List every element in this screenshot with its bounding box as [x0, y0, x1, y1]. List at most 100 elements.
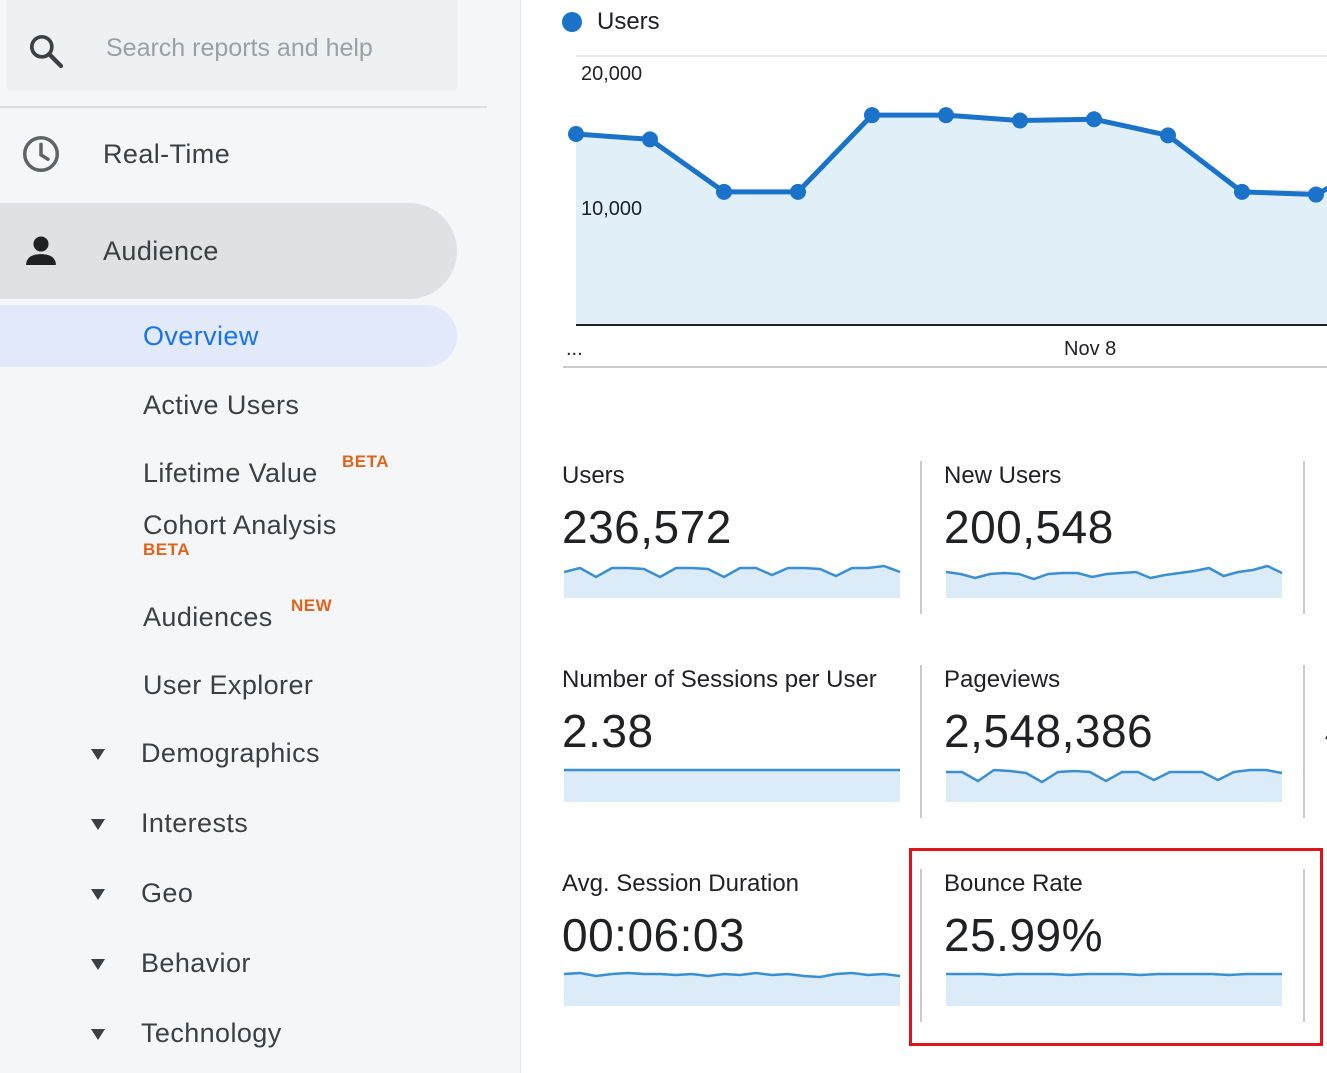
x-tick-label: ... [566, 338, 583, 360]
metric-label: Bounce Rate [944, 870, 1083, 897]
chart-point [1012, 112, 1028, 129]
users-chart: 20,000 10,000 ... Nov 8 [563, 55, 1327, 368]
sparkline-line [946, 564, 1283, 581]
legend-marker [562, 12, 582, 32]
metric-value: 200,548 [944, 501, 1114, 553]
caret-down-icon [91, 889, 105, 900]
sparkline [946, 972, 1282, 1006]
sparkline-area [946, 974, 1282, 1006]
clock-icon [22, 135, 60, 173]
sidebar-item-label: Geo [141, 878, 194, 908]
sparkline [564, 971, 901, 1006]
sparkline-line [946, 768, 1283, 784]
metric-bounce-rate[interactable]: Bounce Rate 25.99% [944, 870, 1289, 1030]
metric-divider [920, 869, 922, 1022]
beta-badge: BETA [342, 452, 390, 471]
sidebar-item-label: User Explorer [143, 670, 314, 700]
sidebar-item-geo[interactable]: Geo [0, 862, 457, 924]
search-icon[interactable] [26, 31, 66, 71]
sidebar-item-cohort-analysis[interactable]: Cohort Analysis BETA [0, 500, 457, 570]
metric-divider [920, 665, 922, 818]
caret-down-icon [91, 749, 105, 760]
sidebar-item-lifetime-value[interactable]: Lifetime Value BETA [0, 442, 457, 504]
sidebar-item-label: Active Users [143, 390, 300, 420]
search-input[interactable] [106, 28, 446, 68]
sidebar-item-label: Lifetime Value [143, 458, 318, 488]
chart-point [1308, 186, 1324, 203]
sidebar-item-label: Audiences [143, 602, 273, 632]
sparkline-line [564, 971, 901, 979]
chart-point [568, 126, 584, 143]
metric-new-users[interactable]: New Users 200,548 [944, 462, 1289, 622]
chart-point [1234, 183, 1250, 200]
sidebar-item-behavior[interactable]: Behavior [0, 932, 457, 994]
metric-value: 2,548,386 [944, 705, 1154, 757]
nav-item-audience[interactable]: Audience [0, 203, 457, 299]
sidebar-item-technology[interactable]: Technology [0, 1002, 457, 1064]
metric-users[interactable]: Users 236,572 [562, 462, 907, 622]
chart-line [573, 112, 1327, 198]
sidebar: Real-Time Audience Overview Active Users… [0, 0, 521, 1073]
metric-divider [1303, 665, 1305, 818]
metric-value: 236,572 [562, 501, 732, 553]
chart-point [1086, 111, 1102, 128]
sparkline-area [564, 566, 900, 598]
sparkline-area [946, 566, 1282, 598]
metric-label: Number of Sessions per User [562, 666, 877, 693]
sidebar-item-demographics[interactable]: Demographics [0, 722, 457, 784]
sidebar-item-interests[interactable]: Interests [0, 792, 457, 854]
metric-divider [920, 461, 922, 614]
x-tick-label: Nov 8 [1064, 338, 1116, 360]
sparkline-area [564, 770, 900, 802]
nav-item-realtime[interactable]: Real-Time [0, 106, 457, 202]
chart-point [642, 131, 658, 148]
chart-point [938, 107, 954, 124]
person-icon [26, 236, 56, 265]
sparkline [946, 768, 1283, 802]
caret-down-icon [91, 819, 105, 830]
sidebar-item-user-explorer[interactable]: User Explorer [0, 654, 457, 716]
main-content: Users 20,000 10,000 ... Nov 8 Users 236,… [522, 0, 1327, 1073]
metric-value: 25.99% [944, 909, 1104, 961]
chart-point [864, 107, 880, 124]
sparkline [564, 564, 901, 598]
caret-down-icon [91, 1029, 105, 1040]
sidebar-item-overview[interactable]: Overview [0, 305, 457, 367]
sparkline-area [564, 973, 900, 1006]
caret-down-icon [91, 959, 105, 970]
sidebar-item-label: Behavior [141, 948, 251, 978]
metric-label: Pageviews [944, 666, 1061, 693]
sidebar-item-active-users[interactable]: Active Users [0, 374, 457, 436]
sidebar-item-label: Interests [141, 808, 249, 838]
y-tick-label: 10,000 [581, 198, 642, 220]
nav-item-label: Real-Time [103, 138, 231, 169]
divider [0, 106, 487, 108]
chart-point [716, 183, 732, 200]
metric-label: Users [562, 462, 625, 489]
metric-sessions-per-user[interactable]: Number of Sessions per User 2.38 [562, 666, 907, 826]
sparkline [564, 768, 900, 802]
chart-point [1160, 127, 1176, 144]
highlight-box [909, 848, 1323, 1046]
sidebar-item-label: Technology [141, 1018, 282, 1048]
clipped-metric-value: 4 [1325, 722, 1327, 750]
chart-point [790, 183, 806, 200]
metric-value: 00:06:03 [562, 909, 746, 961]
metric-label: Avg. Session Duration [562, 870, 800, 897]
sidebar-item-label: Overview [143, 321, 259, 351]
sparkline [946, 564, 1283, 598]
legend-label: Users [597, 8, 660, 35]
sidebar-item-label: Demographics [141, 738, 320, 768]
nav-item-label: Audience [103, 235, 219, 266]
metric-divider [1303, 869, 1305, 1022]
metric-pageviews[interactable]: Pageviews 2,548,386 [944, 666, 1289, 826]
chart-area [576, 115, 1327, 325]
y-tick-label: 20,000 [581, 63, 642, 85]
metric-avg-session-duration[interactable]: Avg. Session Duration 00:06:03 [562, 870, 907, 1030]
sidebar-item-audiences[interactable]: Audiences NEW [0, 586, 457, 648]
sparkline-area [946, 770, 1282, 802]
metric-label: New Users [944, 462, 1062, 489]
sidebar-item-label: Cohort Analysis [143, 510, 337, 540]
metric-value: 2.38 [562, 705, 654, 757]
search-box[interactable] [6, 0, 458, 90]
